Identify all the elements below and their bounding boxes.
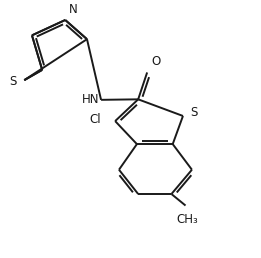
Text: O: O bbox=[151, 55, 160, 68]
Text: Cl: Cl bbox=[90, 113, 101, 126]
Text: HN: HN bbox=[81, 93, 99, 106]
Text: S: S bbox=[10, 75, 17, 88]
Text: N: N bbox=[69, 3, 78, 16]
Text: CH₃: CH₃ bbox=[177, 213, 198, 226]
Text: S: S bbox=[190, 106, 198, 119]
